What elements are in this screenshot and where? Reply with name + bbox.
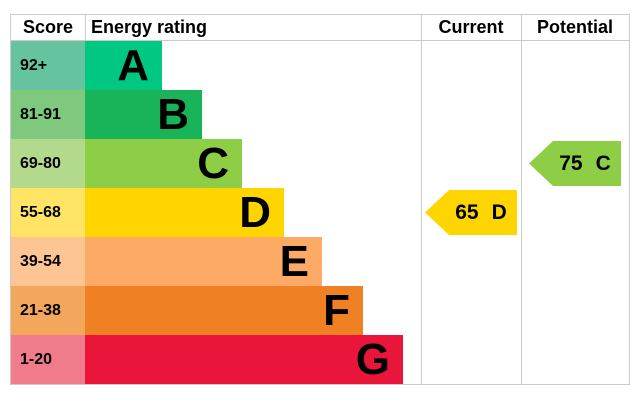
band-bar-f: F xyxy=(85,286,363,335)
score-range-label: 55-68 xyxy=(11,188,85,237)
band-letter-c: C xyxy=(197,138,229,188)
energy-rating-column-header: Energy rating xyxy=(91,17,208,37)
current-rating-arrow: 65 D xyxy=(425,190,517,235)
band-bar-g: G xyxy=(85,335,403,384)
potential-column-header: Potential xyxy=(536,17,613,37)
epc-table: Score Energy rating Current Potential 92… xyxy=(10,14,630,385)
band-row-g: 1-20 G xyxy=(11,335,629,384)
band-row-b: 81-91 B xyxy=(11,90,629,139)
band-letter-d: D xyxy=(239,187,271,237)
band-row-d: 55-68 D xyxy=(11,188,629,237)
score-range-label: 1-20 xyxy=(11,335,85,384)
score-range-label: 92+ xyxy=(11,41,85,90)
band-letter-a: A xyxy=(117,40,149,90)
potential-column-divider xyxy=(521,15,522,384)
band-bar-c: C xyxy=(85,139,242,188)
score-column-header: Score xyxy=(22,17,74,37)
current-band-letter: D xyxy=(491,200,507,224)
score-range-label: 81-91 xyxy=(11,90,85,139)
band-letter-e: E xyxy=(279,236,309,286)
potential-rating-arrow: 75 C xyxy=(529,141,621,186)
bands-area: 92+ A 81-91 B 69-80 C 55-68 D 39-54 E 21… xyxy=(11,41,629,384)
current-score-value: 65 xyxy=(455,200,479,224)
current-column-divider xyxy=(421,15,422,384)
score-range-label: 21-38 xyxy=(11,286,85,335)
potential-score-value: 75 xyxy=(559,151,583,175)
score-range-label: 69-80 xyxy=(11,139,85,188)
score-column-divider xyxy=(85,15,86,40)
band-row-f: 21-38 F xyxy=(11,286,629,335)
current-column-header: Current xyxy=(438,17,504,37)
band-bar-e: E xyxy=(85,237,322,286)
band-bar-d: D xyxy=(85,188,284,237)
band-letter-b: B xyxy=(157,89,189,139)
band-row-c: 69-80 C xyxy=(11,139,629,188)
band-letter-f: F xyxy=(323,285,350,335)
band-row-e: 39-54 E xyxy=(11,237,629,286)
band-bar-a: A xyxy=(85,41,162,90)
table-header: Score Energy rating Current Potential xyxy=(11,15,629,41)
score-range-label: 39-54 xyxy=(11,237,85,286)
band-bar-b: B xyxy=(85,90,202,139)
band-row-a: 92+ A xyxy=(11,41,629,90)
potential-band-letter: C xyxy=(595,151,611,175)
band-letter-g: G xyxy=(355,334,390,384)
